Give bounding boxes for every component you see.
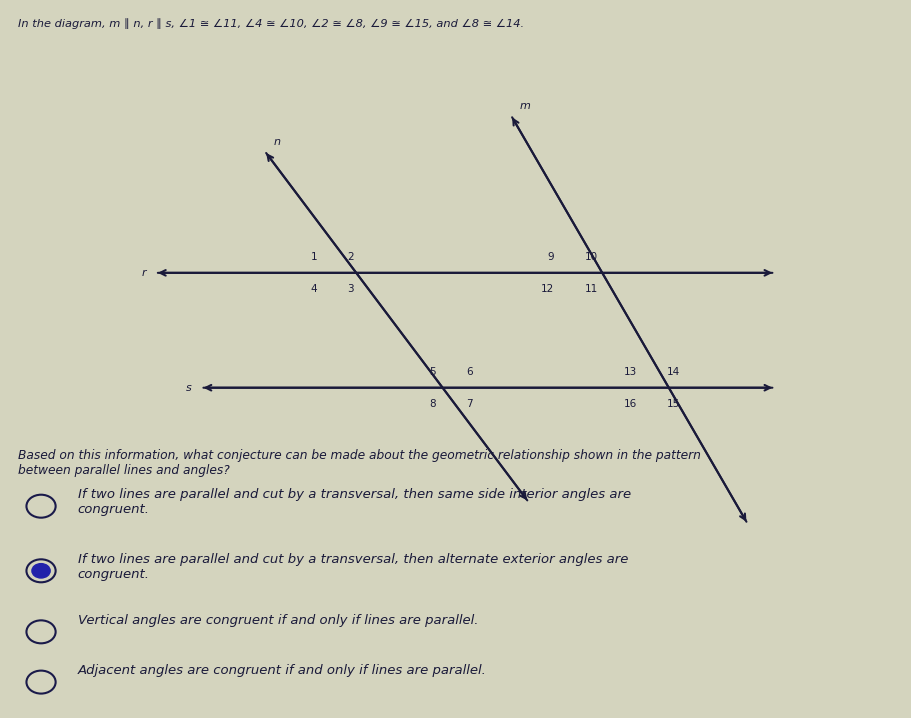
Text: 1: 1 bbox=[311, 252, 317, 262]
Text: Based on this information, what conjecture can be made about the geometric relat: Based on this information, what conjectu… bbox=[18, 449, 701, 477]
Text: 10: 10 bbox=[584, 252, 597, 262]
Text: If two lines are parallel and cut by a transversal, then same side interior angl: If two lines are parallel and cut by a t… bbox=[77, 488, 630, 516]
Text: 14: 14 bbox=[666, 367, 680, 377]
Text: 12: 12 bbox=[540, 284, 554, 294]
Text: 16: 16 bbox=[622, 398, 636, 409]
Text: 5: 5 bbox=[429, 367, 435, 377]
Text: Vertical angles are congruent if and only if lines are parallel.: Vertical angles are congruent if and onl… bbox=[77, 614, 477, 627]
Text: s: s bbox=[186, 383, 191, 393]
Text: 6: 6 bbox=[466, 367, 472, 377]
Text: 8: 8 bbox=[429, 398, 435, 409]
Text: 3: 3 bbox=[347, 284, 353, 294]
Text: 11: 11 bbox=[584, 284, 598, 294]
Text: 13: 13 bbox=[622, 367, 636, 377]
Text: 2: 2 bbox=[347, 252, 353, 262]
Text: r: r bbox=[141, 268, 146, 278]
Text: 9: 9 bbox=[548, 252, 554, 262]
Text: 7: 7 bbox=[466, 398, 472, 409]
Text: n: n bbox=[273, 137, 281, 147]
Text: m: m bbox=[519, 101, 530, 111]
Text: In the diagram, m ∥ n, r ∥ s, ∠1 ≅ ∠11, ∠4 ≅ ∠10, ∠2 ≅ ∠8, ∠9 ≅ ∠15, and ∠8 ≅ ∠1: In the diagram, m ∥ n, r ∥ s, ∠1 ≅ ∠11, … bbox=[18, 18, 524, 29]
Circle shape bbox=[32, 564, 50, 578]
Text: If two lines are parallel and cut by a transversal, then alternate exterior angl: If two lines are parallel and cut by a t… bbox=[77, 553, 627, 581]
Text: Adjacent angles are congruent if and only if lines are parallel.: Adjacent angles are congruent if and onl… bbox=[77, 664, 486, 677]
Text: 4: 4 bbox=[311, 284, 317, 294]
Text: 15: 15 bbox=[666, 398, 680, 409]
